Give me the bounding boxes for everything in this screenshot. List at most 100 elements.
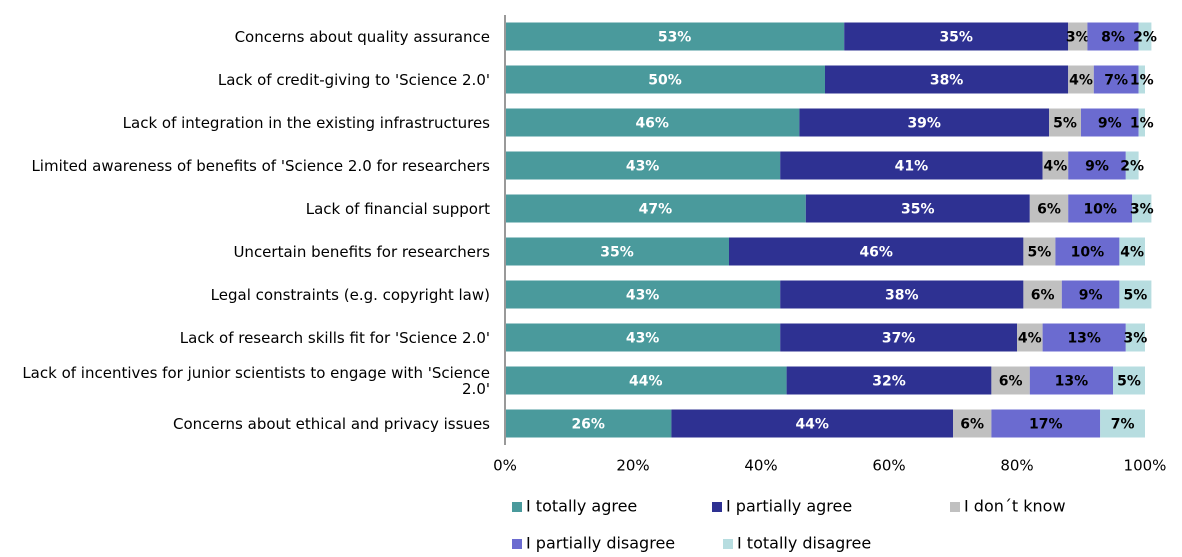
bar-segment bbox=[1093, 65, 1139, 94]
bar-segment bbox=[1068, 151, 1126, 180]
bar-segment bbox=[1042, 151, 1069, 180]
data-label: 1% bbox=[1130, 73, 1154, 89]
bar-segment bbox=[1119, 237, 1145, 266]
x-tick-label: 100% bbox=[1124, 457, 1167, 475]
bar-segment bbox=[1132, 194, 1152, 223]
bar-segment bbox=[799, 108, 1049, 137]
data-label: 4% bbox=[1069, 73, 1093, 89]
bar-segment bbox=[1049, 108, 1081, 137]
data-label: 53% bbox=[658, 30, 692, 46]
data-label: 44% bbox=[629, 374, 663, 390]
data-label: 5% bbox=[1028, 245, 1052, 261]
bar-segment bbox=[844, 22, 1069, 51]
bar-segment bbox=[505, 323, 781, 352]
data-label: 2% bbox=[1133, 30, 1157, 46]
data-label: 5% bbox=[1053, 116, 1077, 132]
bar-segment bbox=[1138, 65, 1145, 94]
data-label: 6% bbox=[999, 374, 1023, 390]
data-label: 3% bbox=[1130, 202, 1154, 218]
bar-segment bbox=[780, 323, 1017, 352]
data-label: 4% bbox=[1120, 245, 1144, 261]
category-label: Legal constraints (e.g. copyright law) bbox=[210, 285, 490, 304]
bar-segment bbox=[1023, 237, 1056, 266]
data-label: 10% bbox=[1071, 245, 1105, 261]
category-label: Concerns about quality assurance bbox=[234, 27, 490, 46]
bar-segment bbox=[1119, 280, 1152, 309]
data-label: 6% bbox=[960, 417, 984, 433]
data-label: 10% bbox=[1083, 202, 1117, 218]
data-label: 9% bbox=[1085, 159, 1109, 175]
bar-segment bbox=[505, 280, 781, 309]
bar-segment bbox=[991, 366, 1030, 395]
bar-segment bbox=[1068, 65, 1094, 94]
data-label: 43% bbox=[626, 331, 660, 347]
bar-segment bbox=[505, 366, 787, 395]
x-tick-label: 0% bbox=[493, 457, 517, 475]
data-label: 43% bbox=[626, 288, 660, 304]
bar-segment bbox=[729, 237, 1024, 266]
data-label: 35% bbox=[901, 202, 935, 218]
data-label: 5% bbox=[1124, 288, 1148, 304]
bar-segment bbox=[780, 280, 1024, 309]
bar-segment bbox=[1087, 22, 1139, 51]
bar-segment bbox=[1061, 280, 1120, 309]
data-label: 6% bbox=[1037, 202, 1061, 218]
bar-segment bbox=[505, 409, 672, 438]
data-label: 47% bbox=[639, 202, 673, 218]
bar-segment bbox=[505, 237, 729, 266]
bar-segment bbox=[1125, 323, 1145, 352]
bar-segment bbox=[505, 108, 800, 137]
bar-segment bbox=[1100, 409, 1145, 438]
data-label: 5% bbox=[1117, 374, 1141, 390]
data-label: 13% bbox=[1067, 331, 1101, 347]
legend-swatch bbox=[712, 502, 722, 512]
category-label: Lack of financial support bbox=[305, 199, 490, 218]
category-label: Lack of research skills fit for 'Science… bbox=[179, 328, 490, 347]
bar-segment bbox=[953, 409, 992, 438]
legend-swatch bbox=[512, 502, 522, 512]
bar-segment bbox=[1113, 366, 1145, 395]
data-label: 4% bbox=[1044, 159, 1068, 175]
bar-segment bbox=[505, 194, 806, 223]
legend-swatch bbox=[950, 502, 960, 512]
data-label: 26% bbox=[571, 417, 605, 433]
bar-segment bbox=[805, 194, 1030, 223]
data-label: 3% bbox=[1124, 331, 1148, 347]
bar-segment bbox=[1055, 237, 1120, 266]
legend-label: I totally disagree bbox=[737, 534, 871, 553]
bar-segment bbox=[1042, 323, 1126, 352]
bar-segment bbox=[1068, 194, 1133, 223]
bar-segment bbox=[1081, 108, 1139, 137]
category-label: Concerns about ethical and privacy issue… bbox=[173, 414, 490, 433]
bar-segment bbox=[1125, 151, 1139, 180]
data-label: 17% bbox=[1029, 417, 1063, 433]
legend-swatch bbox=[512, 539, 522, 549]
data-label: 6% bbox=[1031, 288, 1055, 304]
category-label: Lack of incentives for junior scientists… bbox=[22, 363, 490, 398]
x-tick-label: 20% bbox=[616, 457, 649, 475]
bar-segment bbox=[505, 151, 781, 180]
data-label: 38% bbox=[885, 288, 919, 304]
bar-segment bbox=[1023, 280, 1062, 309]
bar-segment bbox=[1138, 108, 1145, 137]
x-tick-label: 60% bbox=[872, 457, 905, 475]
data-label: 41% bbox=[895, 159, 929, 175]
data-label: 46% bbox=[859, 245, 893, 261]
bar-segment bbox=[1029, 194, 1069, 223]
bar-segment bbox=[780, 151, 1043, 180]
data-label: 35% bbox=[939, 30, 973, 46]
data-label: 1% bbox=[1130, 116, 1154, 132]
data-label: 37% bbox=[882, 331, 916, 347]
data-label: 8% bbox=[1101, 30, 1125, 46]
data-label: 4% bbox=[1018, 331, 1042, 347]
bar-segment bbox=[671, 409, 953, 438]
bar-segment bbox=[786, 366, 992, 395]
data-label: 3% bbox=[1066, 30, 1090, 46]
bar-segment bbox=[825, 65, 1069, 94]
bar-segment bbox=[1068, 22, 1088, 51]
legend-label: I partially disagree bbox=[526, 534, 675, 553]
data-label: 7% bbox=[1104, 73, 1128, 89]
data-label: 13% bbox=[1055, 374, 1089, 390]
data-label: 38% bbox=[930, 73, 964, 89]
data-label: 44% bbox=[795, 417, 829, 433]
